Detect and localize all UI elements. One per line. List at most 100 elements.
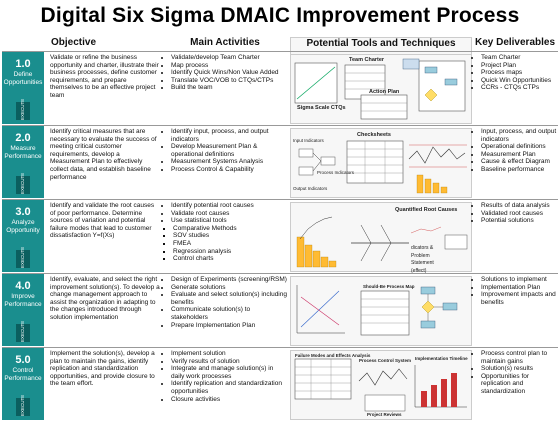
phase-box-analyze: 3.0 Analyze Opportunity EXECUTE xyxy=(2,200,44,272)
sub-activity-item: Control charts xyxy=(173,255,288,263)
deliverables-list: Process control plan to maintain gains S… xyxy=(474,350,558,396)
deliverables-list: Results of data analysis Validated root … xyxy=(474,202,558,225)
tool-label: Project Reviews xyxy=(367,412,402,417)
header-deliverables: Key Deliverables xyxy=(474,37,556,48)
deliverables-list: Input, process, and output indicators Op… xyxy=(474,128,558,174)
tool-label: dicators & Problem Statement (effect) xyxy=(411,245,434,274)
tool-label: Process Indicators xyxy=(317,170,355,175)
phase-box-improve: 4.0 Improve Performance EXECUTE xyxy=(2,274,44,346)
tools-illustration-define: Team Charter Action Plan Sigma Scale CTQ… xyxy=(290,54,472,124)
execute-arrow: EXECUTE xyxy=(16,321,30,342)
activity-item: Verify results of solution xyxy=(171,358,288,366)
activity-item: Design of Experiments (screening/RSM) xyxy=(171,276,288,284)
phase-number: 2.0 xyxy=(15,132,31,144)
phase-name: Analyze Opportunity xyxy=(6,219,40,234)
deliverable-item: Operational definitions xyxy=(481,143,558,151)
activities-list: Design of Experiments (screening/RSM) Ge… xyxy=(164,276,288,329)
deliverable-item: Quick Win Opportunities xyxy=(481,77,558,85)
deliverable-item: Cause & effect Diagram xyxy=(481,158,558,166)
activity-item: Implement solution xyxy=(171,350,288,358)
phase-row-improve: 4.0 Improve Performance EXECUTE Identify… xyxy=(2,273,558,348)
activity-item: Use statistical tools xyxy=(171,217,288,225)
tools-illustration-measure: Checksheets Input Indicators Process Ind… xyxy=(290,128,472,198)
deliverables-list: Solutions to implement Implementation Pl… xyxy=(474,276,558,306)
tool-label: Failure Modes and Effects Analysis xyxy=(295,353,371,358)
deliverable-item: Process maps xyxy=(481,69,558,77)
deliverable-item: Team Charter xyxy=(481,54,558,62)
phase-box-measure: 2.0 Measure Performance EXECUTE xyxy=(2,126,44,198)
deliverable-item: Input, process, and output indicators xyxy=(481,128,558,143)
execute-arrow: EXECUTE xyxy=(16,173,30,194)
objective-text: Identify critical measures that are nece… xyxy=(50,128,157,181)
objective-text: Implement the solution(s), develop a pla… xyxy=(50,350,155,388)
tool-label: Process Control System xyxy=(359,358,412,363)
activity-item: Generate solutions xyxy=(171,284,288,292)
tools-illustration-improve: Should-Be Process Map xyxy=(290,276,472,346)
activity-item: Validate/develop Team Charter xyxy=(171,54,288,62)
phase-number: 4.0 xyxy=(15,280,31,292)
phase-name: Control Performance xyxy=(4,367,42,382)
deliverable-item: Potential solutions xyxy=(481,217,558,225)
phase-number: 3.0 xyxy=(15,206,31,218)
activities-list: Identify input, process, and output indi… xyxy=(164,128,288,174)
phase-name: Measure Performance xyxy=(4,145,42,160)
activity-item: Identify replication and standardization… xyxy=(171,380,288,395)
tools-graphic xyxy=(296,216,468,268)
deliverable-item: Opportunities for replication and standa… xyxy=(481,373,558,396)
activity-item: Measurement Systems Analysis xyxy=(171,158,288,166)
tools-graphic xyxy=(296,285,458,336)
tools-illustration-control: Failure Modes and Effects Analysis Proce… xyxy=(290,350,472,420)
activity-item: Closure activities xyxy=(171,396,288,404)
activity-item: Evaluate and select solution(s) includin… xyxy=(171,291,288,306)
tool-label: Should-Be Process Map xyxy=(363,284,415,289)
tool-label: Checksheets xyxy=(357,132,391,138)
activity-item: Map process xyxy=(171,62,288,70)
activity-item: Communicate solution(s) to stakeholders xyxy=(171,306,288,321)
phase-box-define: 1.0 Define Opportunities EXECUTE xyxy=(2,52,44,124)
activity-item: Validate root causes xyxy=(171,210,288,218)
tool-label: Implementation Timeline xyxy=(415,356,468,361)
activity-item: Translate VOC/VOB to CTQs/CTPs xyxy=(171,77,288,85)
phase-row-define: 1.0 Define Opportunities EXECUTE Validat… xyxy=(2,51,558,126)
execute-arrow: EXECUTE xyxy=(16,99,30,120)
sub-activity-item: SOV studies xyxy=(173,232,288,240)
deliverable-item: Results of data analysis xyxy=(481,202,558,210)
objective-text: Validate or refine the business opportun… xyxy=(50,54,159,99)
deliverable-item: Project Plan xyxy=(481,62,558,70)
page-title: Digital Six Sigma DMAIC Improvement Proc… xyxy=(40,4,520,27)
tools-graphic xyxy=(294,358,467,412)
phase-row-control: 5.0 Control Performance EXECUTE Implemen… xyxy=(2,347,558,422)
activity-item: Integrate and manage solution(s) in dail… xyxy=(171,365,288,380)
activity-item: Identify potential root causes xyxy=(171,202,288,210)
execute-arrow: EXECUTE xyxy=(16,247,30,268)
tool-label: Output Indicators xyxy=(293,186,328,191)
activities-list: Validate/develop Team Charter Map proces… xyxy=(164,54,288,92)
sub-activity-item: Comparative Methods xyxy=(173,225,288,233)
sub-activity-item: Regression analysis xyxy=(173,248,288,256)
tool-label: Input Indicators xyxy=(293,138,324,143)
phase-number: 5.0 xyxy=(15,354,31,366)
activity-item: Develop Measurement Plan & operational d… xyxy=(171,143,288,158)
activities-list: Implement solution Verify results of sol… xyxy=(164,350,288,403)
deliverable-item: Implementation Plan xyxy=(481,284,558,292)
deliverable-item: CCRs - CTQs CTPs xyxy=(481,84,558,92)
phase-box-control: 5.0 Control Performance EXECUTE xyxy=(2,348,44,420)
phase-number: 1.0 xyxy=(15,58,31,70)
execute-arrow: EXECUTE xyxy=(16,395,30,416)
deliverables-list: Team Charter Project Plan Process maps Q… xyxy=(474,54,558,92)
header-objective: Objective xyxy=(51,37,97,48)
objective-text: Identify, evaluate, and select the right… xyxy=(50,276,160,321)
phase-row-measure: 2.0 Measure Performance EXECUTE Identify… xyxy=(2,125,558,200)
tool-label: Quantified Root Causes xyxy=(395,207,458,213)
tools-graphic xyxy=(298,140,467,194)
activity-item: Prepare Implementation Plan xyxy=(171,322,288,330)
tool-label: Action Plan xyxy=(369,89,400,95)
tool-label: Sigma Scale CTQs xyxy=(297,105,346,111)
phase-row-analyze: 3.0 Analyze Opportunity EXECUTE Identify… xyxy=(2,199,558,274)
activity-item: Build the team xyxy=(171,84,288,92)
deliverable-item: Solution(s) results xyxy=(481,365,558,373)
header-activities: Main Activities xyxy=(190,37,260,48)
deliverable-item: Measurement Plan xyxy=(481,151,558,159)
deliverable-item: Validated root causes xyxy=(481,210,558,218)
tools-graphic xyxy=(294,58,466,120)
